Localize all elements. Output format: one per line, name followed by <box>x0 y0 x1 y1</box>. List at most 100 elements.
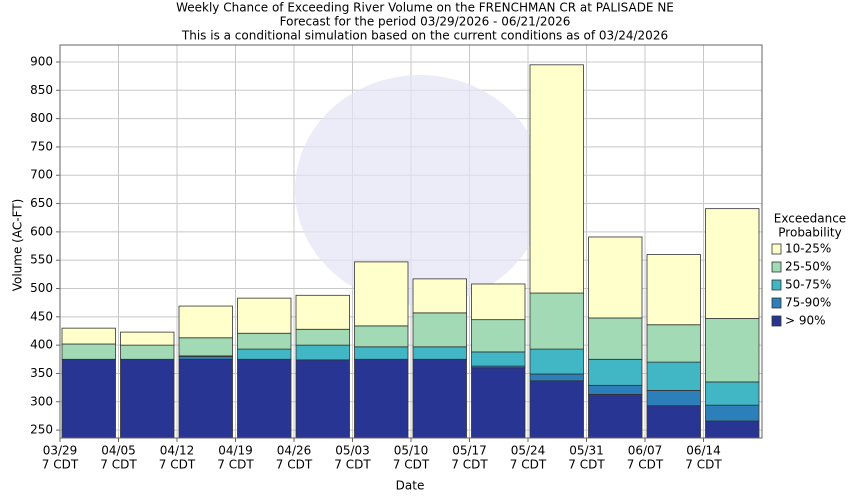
bar-segment <box>295 359 350 439</box>
bar-segment <box>295 328 350 346</box>
y-tick-label: 500 <box>30 281 53 295</box>
bar-segment <box>237 358 292 439</box>
bar-segment <box>588 358 643 386</box>
y-tick-label: 800 <box>30 111 53 125</box>
y-tick-label: 450 <box>30 309 53 323</box>
x-tick-label: 05/31 <box>569 444 604 458</box>
x-tick-label: 04/05 <box>101 444 136 458</box>
bar-segment <box>61 358 116 439</box>
bar-segment <box>354 358 409 439</box>
x-tick-sublabel: 7 CDT <box>627 458 664 472</box>
x-tick-sublabel: 7 CDT <box>334 458 371 472</box>
bar-segment <box>61 343 116 360</box>
bar-segment <box>354 325 409 348</box>
bar-segment <box>529 292 584 350</box>
bar-segment <box>237 348 292 360</box>
x-tick-sublabel: 7 CDT <box>510 458 547 472</box>
x-tick-sublabel: 7 CDT <box>685 458 722 472</box>
bar-segment <box>529 64 584 294</box>
watermark <box>295 75 545 305</box>
bar-segment <box>646 405 701 439</box>
legend-label: 10-25% <box>785 242 831 256</box>
legend-title: Probability <box>778 226 841 240</box>
x-tick-label: 05/24 <box>511 444 546 458</box>
bar-segment <box>412 278 467 314</box>
chart-subtitle: Forecast for the period 03/29/2026 - 06/… <box>280 15 571 29</box>
x-axis-label: Date <box>396 479 425 493</box>
bar-segment <box>178 337 233 357</box>
bar-segment <box>120 344 175 360</box>
bar-segment <box>61 327 116 345</box>
legend-swatch <box>771 261 782 273</box>
bar-segment <box>588 393 643 439</box>
bar-segment <box>412 346 467 360</box>
chart-title: Weekly Chance of Exceeding River Volume … <box>176 1 674 15</box>
x-tick-sublabel: 7 CDT <box>451 458 488 472</box>
bar-segment <box>529 373 584 382</box>
y-tick-label: 350 <box>30 366 53 380</box>
bar-segment <box>295 294 350 330</box>
bar-segment <box>646 324 701 363</box>
bar-segment <box>354 261 409 327</box>
x-tick-sublabel: 7 CDT <box>568 458 605 472</box>
labels: 250 300 350 400 450 500 550 600 650 700 750 800 850 9… <box>30 54 846 471</box>
bar-segment <box>588 236 643 319</box>
legend-swatch <box>771 315 782 327</box>
legend-label: 75-90% <box>785 296 831 310</box>
bar-segment <box>705 318 760 383</box>
bar-segment <box>120 358 175 439</box>
x-tick-label: 03/29 <box>43 444 78 458</box>
y-tick-label: 600 <box>30 224 53 238</box>
legend-label: > 90% <box>785 314 826 328</box>
y-tick-label: 900 <box>30 54 53 68</box>
bar-segment <box>705 420 760 439</box>
bar-segment <box>295 344 350 361</box>
bar-segment <box>471 283 526 321</box>
bar-segment <box>529 348 584 375</box>
legend-label: 50-75% <box>785 278 831 292</box>
x-tick-sublabel: 7 CDT <box>393 458 430 472</box>
bar-segment <box>705 404 760 422</box>
bar-segment <box>705 381 760 406</box>
y-tick-label: 850 <box>30 83 53 97</box>
y-tick-label: 550 <box>30 253 53 267</box>
bar-segment <box>178 356 233 360</box>
y-tick-label: 300 <box>30 394 53 408</box>
x-tick-label: 06/14 <box>686 444 721 458</box>
bar-segment <box>354 346 409 360</box>
legend-swatch <box>771 243 782 255</box>
legend-label: 25-50% <box>785 260 831 274</box>
x-tick-label: 06/07 <box>628 444 663 458</box>
chart-subtitle: This is a conditional simulation based o… <box>181 29 668 43</box>
x-tick-sublabel: 7 CDT <box>276 458 313 472</box>
x-tick-sublabel: 7 CDT <box>159 458 196 472</box>
y-tick-label: 700 <box>30 168 53 182</box>
bar-segment <box>471 351 526 367</box>
bar-segment <box>588 317 643 360</box>
y-tick-label: 650 <box>30 196 53 210</box>
bar-segment <box>178 305 233 339</box>
y-tick-label: 750 <box>30 139 53 153</box>
x-tick-label: 04/26 <box>277 444 312 458</box>
x-tick-label: 05/03 <box>335 444 370 458</box>
bar-segment <box>646 390 701 407</box>
legend-swatch <box>771 279 782 291</box>
bar-segment <box>237 297 292 334</box>
bar-segment <box>646 361 701 391</box>
legend-swatch <box>771 297 782 309</box>
x-tick-label: 04/12 <box>160 444 195 458</box>
y-tick-label: 400 <box>30 338 53 352</box>
x-tick-sublabel: 7 CDT <box>42 458 79 472</box>
bar-segment <box>120 331 175 346</box>
x-tick-sublabel: 7 CDT <box>100 458 137 472</box>
x-tick-label: 04/19 <box>218 444 253 458</box>
bar-segment <box>412 312 467 348</box>
bar-segment <box>705 208 760 319</box>
bar-segment <box>471 319 526 353</box>
x-tick-label: 05/10 <box>394 444 429 458</box>
bar-segment <box>529 380 584 439</box>
bar-segment <box>588 384 643 395</box>
y-tick-label: 250 <box>30 423 53 437</box>
bar-segment <box>412 358 467 439</box>
